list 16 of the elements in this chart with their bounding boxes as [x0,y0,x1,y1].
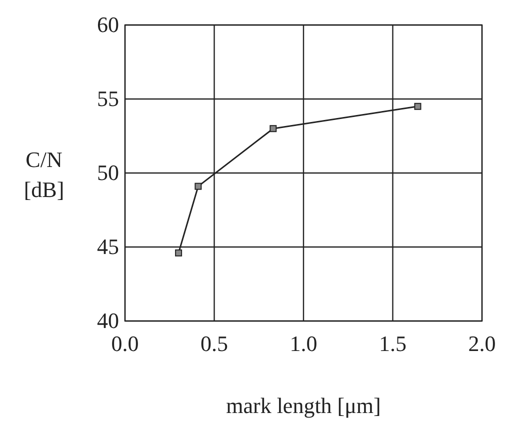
x-tick-label: 2.0 [468,331,496,356]
point [414,102,422,110]
x-axis-title: mark length [μm] [226,393,381,418]
x-tick-label: 1.5 [379,331,406,356]
x-tick-label: 0.0 [111,331,139,356]
y-tick-label: 45 [97,234,119,259]
point [194,182,202,190]
point [175,249,182,256]
x-tick-label: 1.0 [290,331,318,356]
y-tick-label: 55 [97,86,119,111]
point [270,125,277,132]
x-tick-label: 0.5 [200,331,228,356]
y-tick-label: 50 [97,160,119,185]
y-tick-label: 60 [97,12,119,37]
y-tick-label: 40 [97,308,119,333]
y-axis-title: C/N [dB] [24,147,64,202]
